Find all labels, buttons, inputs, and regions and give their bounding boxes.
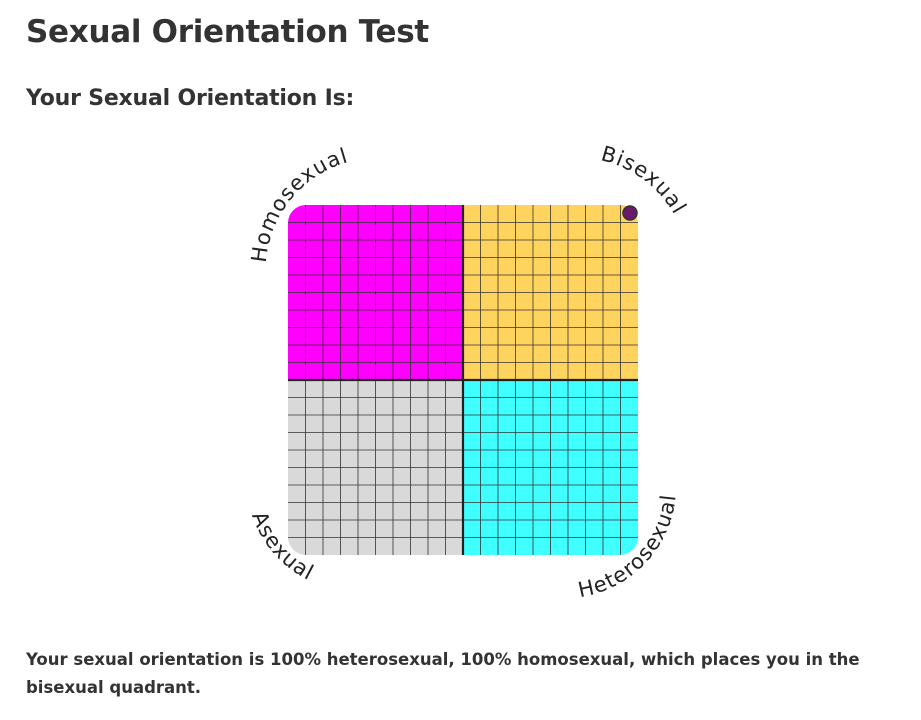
orientation-chart-svg: Homosexual Bisexual Asexual Heterosexual [247,145,690,602]
orientation-chart: Homosexual Bisexual Asexual Heterosexual [230,145,690,615]
page-title: Sexual Orientation Test [26,14,429,50]
result-heading: Your Sexual Orientation Is: [26,86,355,111]
result-text: Your sexual orientation is 100% heterose… [26,650,860,697]
quadrant-grid [288,205,638,555]
result-marker [622,205,638,221]
